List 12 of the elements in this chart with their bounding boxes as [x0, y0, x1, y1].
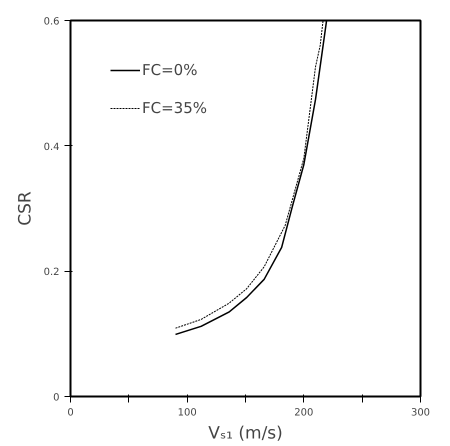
y-tick-label: 0.6	[44, 16, 60, 28]
y-tick-label: 0.2	[44, 267, 60, 278]
x-tick-label: 300	[410, 408, 430, 418]
y-tick-label: 0.4	[44, 142, 60, 153]
legend-label: FC=0%	[142, 61, 198, 79]
y-tick-label: 0	[53, 392, 60, 404]
x-tick-label: 200	[294, 408, 314, 418]
y-axis-title: CSR	[16, 191, 36, 226]
legend-label: FC=35%	[142, 99, 208, 117]
x-axis-title: Vₛ₁ (m/s)	[208, 424, 283, 444]
x-tick-label: 100	[178, 408, 197, 418]
x-tick-label: 0	[67, 408, 74, 418]
